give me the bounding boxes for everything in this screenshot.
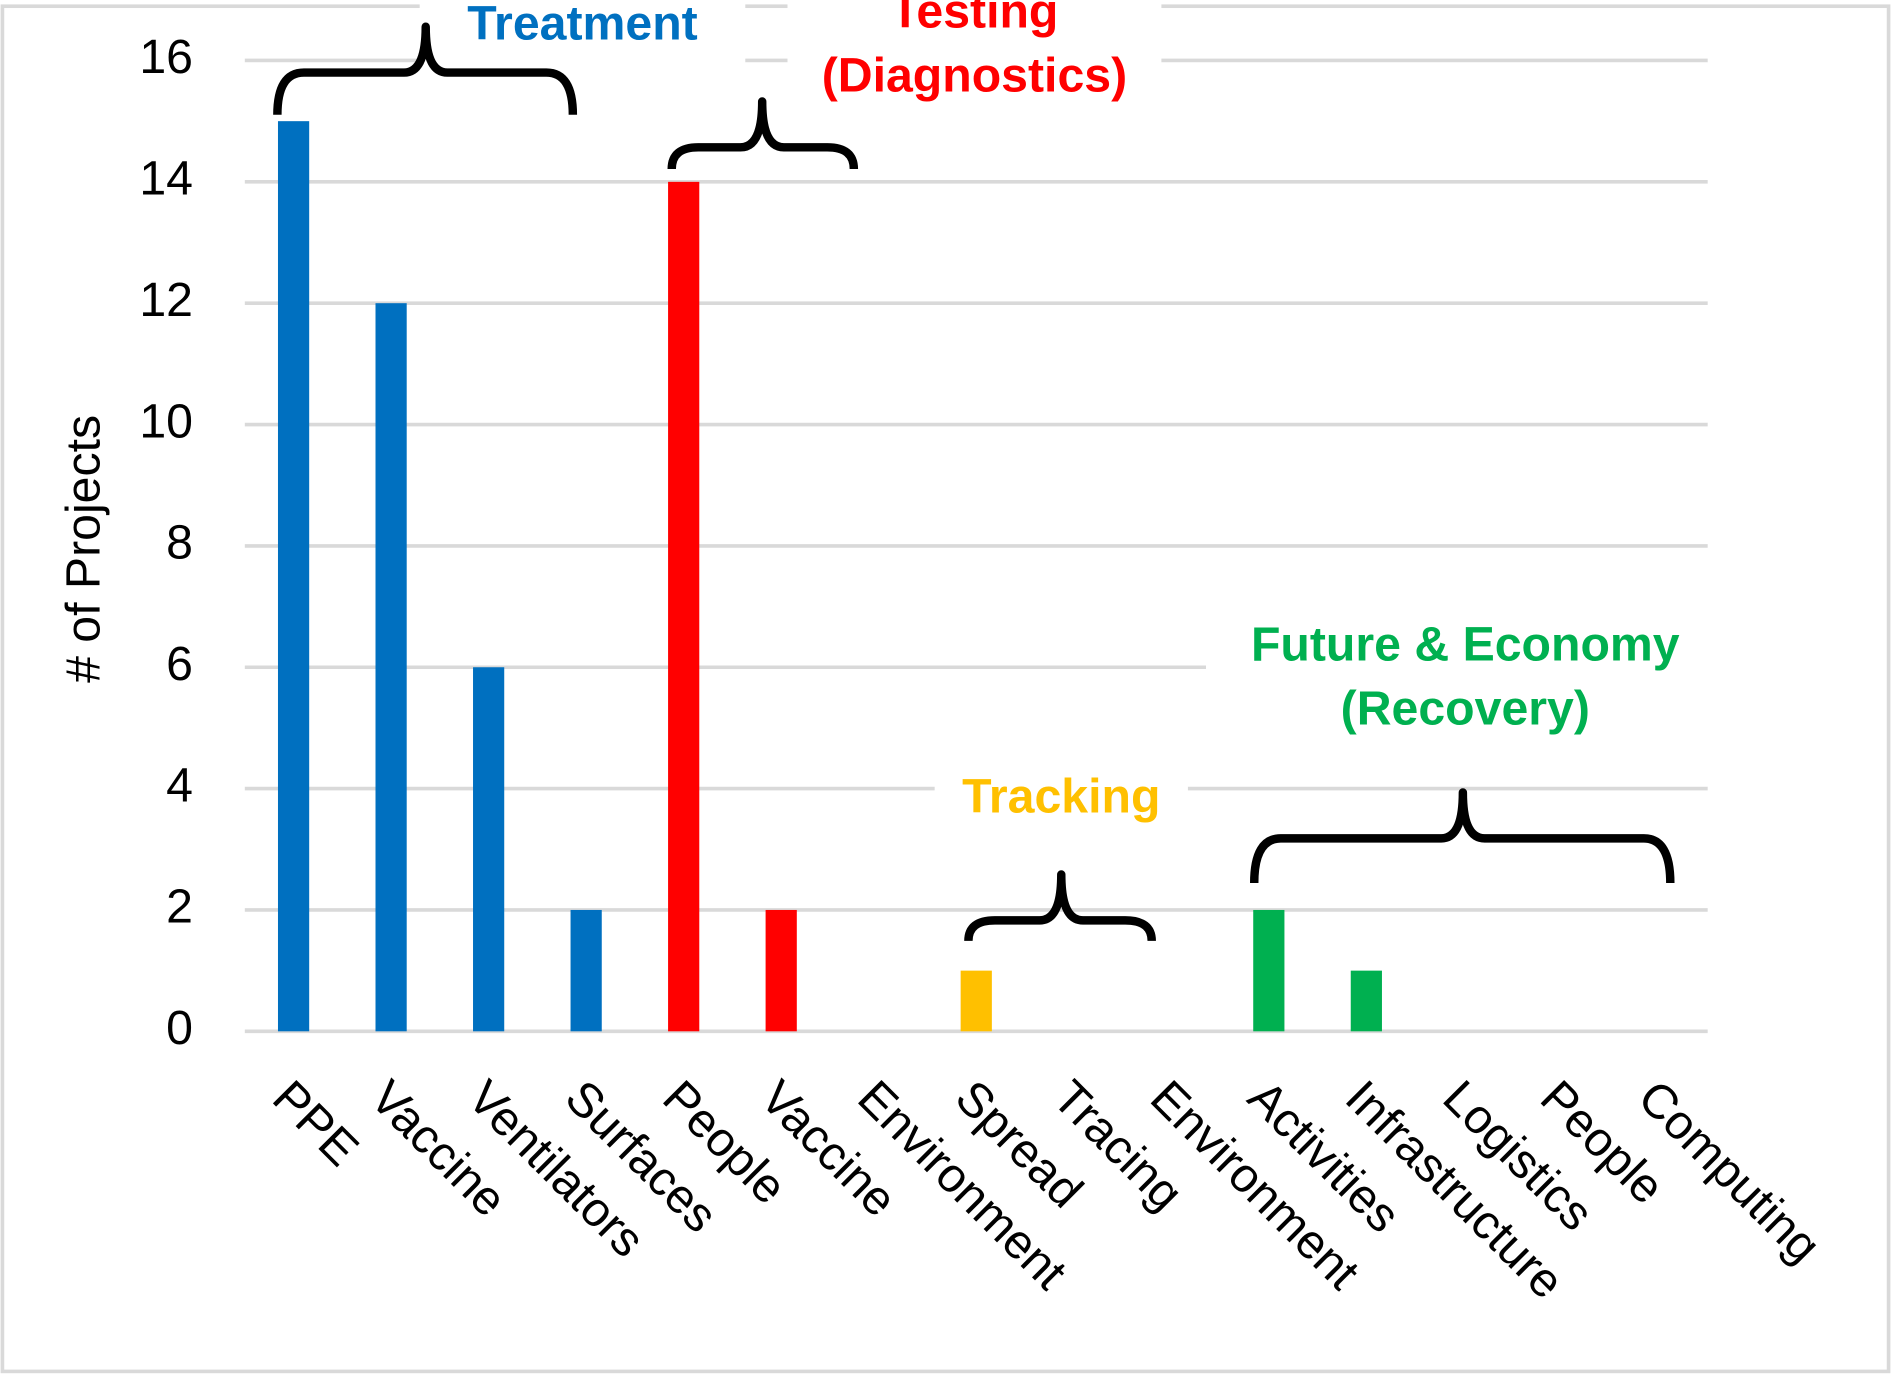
bracket	[273, 22, 578, 115]
y-tick-label: 0	[166, 1001, 193, 1055]
annotation: Tracking	[962, 769, 1160, 823]
bar	[375, 303, 407, 1032]
bracket	[964, 870, 1156, 942]
bar	[473, 667, 505, 1032]
bar	[1350, 970, 1382, 1032]
annotation-background	[934, 763, 1188, 838]
y-tick-label: 2	[166, 880, 193, 934]
y-tick-label: 6	[166, 637, 193, 691]
y-tick-label: 16	[139, 30, 193, 84]
y-tick-label: 10	[139, 394, 193, 448]
bar	[277, 121, 310, 1032]
annotation: Future & Economy	[1251, 618, 1680, 672]
annotation-background	[419, 0, 746, 65]
annotation-background	[1205, 611, 1725, 750]
annotation: Testing	[891, 0, 1059, 38]
y-axis-label: # of Projects	[57, 415, 111, 683]
annotation-background	[787, 0, 1162, 116]
y-tick-label: 12	[139, 273, 193, 327]
bar	[765, 909, 797, 1032]
bar	[1253, 909, 1285, 1032]
bracket	[667, 97, 859, 170]
annotation: (Diagnostics)	[822, 48, 1127, 102]
bracket	[1250, 788, 1675, 884]
annotation: (Recovery)	[1341, 681, 1590, 735]
y-tick-label: 8	[166, 516, 193, 570]
y-tick-label: 4	[166, 758, 193, 812]
annotation: Treatment	[467, 0, 697, 50]
y-tick-label: 14	[139, 152, 193, 206]
bar	[668, 181, 700, 1032]
bar	[960, 970, 992, 1032]
bar	[570, 909, 602, 1032]
